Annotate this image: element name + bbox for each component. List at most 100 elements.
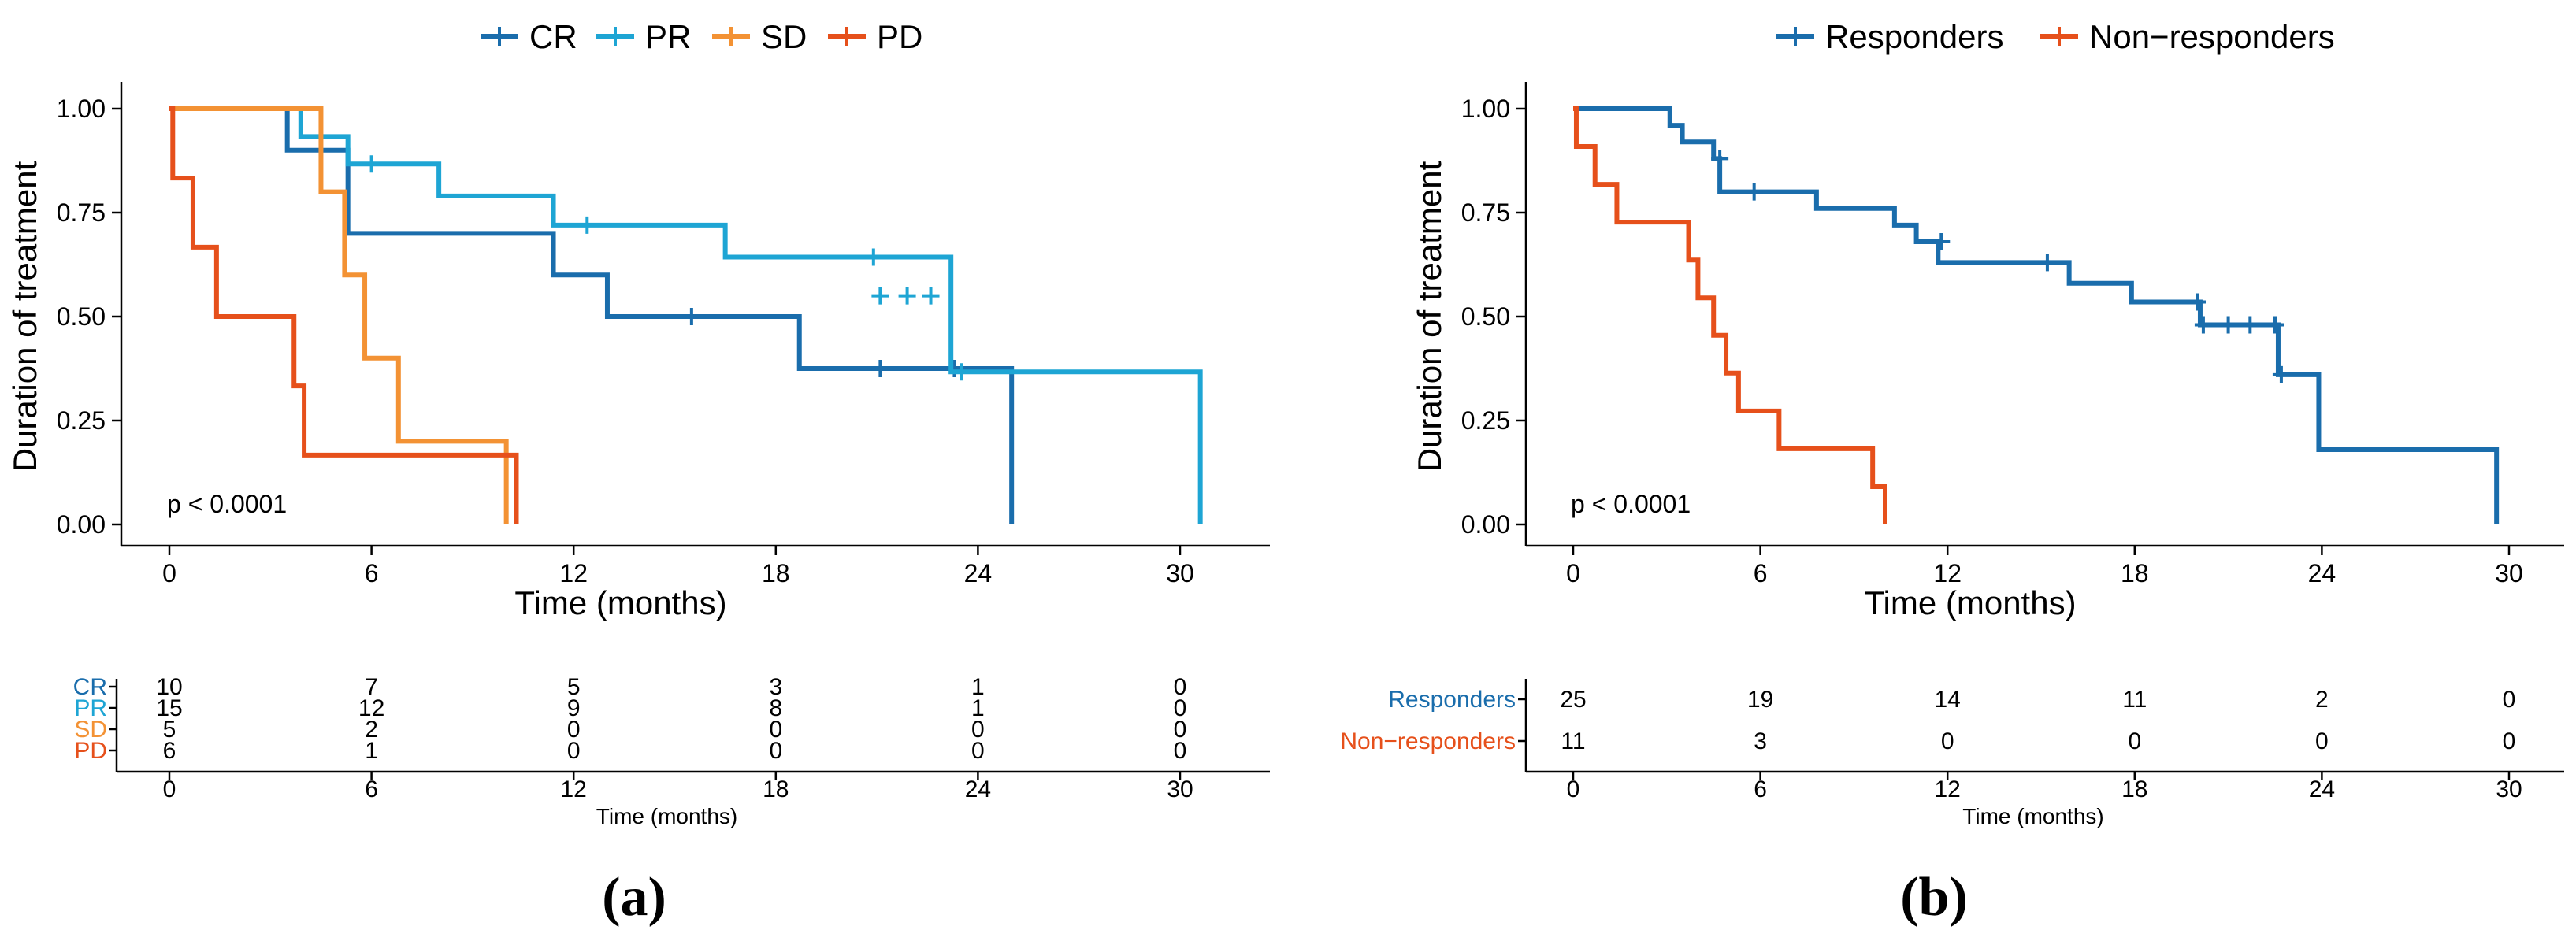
y-tick-label: 0.50 xyxy=(1461,302,1510,331)
x-axis-title: Time (months) xyxy=(514,584,726,621)
censor-mark xyxy=(2266,316,2284,334)
risk-count: 0 xyxy=(971,717,985,743)
p-value-annotation: p < 0.0001 xyxy=(167,490,287,518)
y-tick-label: 1.00 xyxy=(1461,94,1510,123)
legend-item: Responders xyxy=(1776,18,2003,55)
risk-count: 2 xyxy=(365,717,378,743)
risk-x-tick-label: 24 xyxy=(965,776,991,802)
risk-count: 14 xyxy=(1935,687,1961,713)
risk-x-tick-label: 30 xyxy=(1167,776,1193,802)
series-line-pr xyxy=(169,106,1203,524)
x-axis-title: Time (months) xyxy=(1864,584,2076,621)
y-axis-title: Duration of treatment xyxy=(6,161,43,472)
censor-mark xyxy=(2241,316,2259,334)
risk-x-tick-label: 6 xyxy=(365,776,378,802)
legend-item: SD xyxy=(712,18,807,55)
risk-count: 19 xyxy=(1747,687,1773,713)
legend-label: Responders xyxy=(1825,18,2003,55)
risk-count: 3 xyxy=(1754,728,1767,754)
risk-count: 1 xyxy=(971,695,985,721)
risk-count: 1 xyxy=(365,738,378,764)
risk-x-tick-label: 18 xyxy=(763,776,789,802)
risk-count: 9 xyxy=(567,695,581,721)
legend-label: PD xyxy=(877,18,922,55)
y-tick-label: 0.75 xyxy=(57,198,106,227)
censor-mark xyxy=(682,308,700,325)
censor-mark xyxy=(578,216,596,234)
risk-count: 5 xyxy=(567,674,581,700)
censor-mark xyxy=(2272,365,2290,383)
risk-x-tick-label: 12 xyxy=(1935,776,1961,802)
censor-mark xyxy=(864,248,882,266)
censor-mark xyxy=(2038,254,2056,272)
risk-count: 0 xyxy=(769,738,782,764)
risk-count: 25 xyxy=(1560,687,1586,713)
x-tick-label: 12 xyxy=(1933,559,1962,587)
risk-row-label: PD xyxy=(74,738,107,764)
risk-x-tick-label: 18 xyxy=(2121,776,2147,802)
y-tick-label: 0.00 xyxy=(57,510,106,539)
risk-count: 0 xyxy=(2503,728,2516,754)
series-line-sd xyxy=(169,106,509,524)
legend-item: PR xyxy=(596,18,691,55)
risk-count: 0 xyxy=(567,717,581,743)
censor-mark xyxy=(362,155,380,173)
censor-mark xyxy=(871,360,889,377)
risk-count: 0 xyxy=(1174,674,1187,700)
risk-count: 0 xyxy=(2315,728,2329,754)
x-tick-label: 24 xyxy=(964,559,993,587)
legend-item: PD xyxy=(828,18,922,55)
risk-count: 15 xyxy=(156,695,182,721)
y-axis-title: Duration of treatment xyxy=(1411,161,1448,472)
censor-mark xyxy=(1711,150,1729,168)
y-tick-label: 0.25 xyxy=(1461,406,1510,435)
x-tick-label: 30 xyxy=(1166,559,1194,587)
risk-count: 0 xyxy=(2503,687,2516,713)
legend-label: PR xyxy=(645,18,691,55)
censor-mark xyxy=(1745,183,1763,201)
y-tick-label: 0.75 xyxy=(1461,198,1510,227)
risk-count: 11 xyxy=(2122,687,2147,713)
censor-mark xyxy=(871,287,889,305)
risk-row-label: Responders xyxy=(1388,687,1516,713)
legend-label: CR xyxy=(529,18,577,55)
risk-count: 0 xyxy=(1174,717,1187,743)
risk-x-tick-label: 6 xyxy=(1754,776,1767,802)
legend-item: Non−responders xyxy=(2040,18,2335,55)
x-tick-label: 18 xyxy=(762,559,790,587)
risk-count: 2 xyxy=(2315,687,2329,713)
p-value-annotation: p < 0.0001 xyxy=(1571,490,1691,518)
risk-x-tick-label: 30 xyxy=(2496,776,2522,802)
risk-row-label: SD xyxy=(74,717,107,743)
risk-x-axis-title: Time (months) xyxy=(1962,804,2103,828)
x-tick-label: 18 xyxy=(2121,559,2149,587)
y-tick-label: 1.00 xyxy=(57,94,106,123)
risk-x-tick-label: 24 xyxy=(2309,776,2335,802)
censor-mark xyxy=(922,287,940,305)
censor-mark xyxy=(2219,316,2237,334)
y-tick-label: 0.50 xyxy=(57,302,106,331)
panel-label: (b) xyxy=(1900,867,1968,928)
risk-count: 3 xyxy=(769,674,782,700)
risk-row-label: PR xyxy=(74,695,107,721)
risk-count: 7 xyxy=(365,674,378,700)
risk-count: 0 xyxy=(1174,695,1187,721)
risk-count: 1 xyxy=(971,674,985,700)
risk-count: 5 xyxy=(163,717,176,743)
risk-x-tick-label: 0 xyxy=(163,776,176,802)
censor-mark xyxy=(1932,232,1951,250)
risk-x-axis-title: Time (months) xyxy=(596,804,737,828)
x-tick-label: 30 xyxy=(2495,559,2523,587)
risk-x-tick-label: 12 xyxy=(561,776,587,802)
x-tick-label: 0 xyxy=(162,559,176,587)
series-line-cr xyxy=(169,106,1015,524)
censor-mark xyxy=(952,363,971,381)
censor-mark xyxy=(898,287,916,305)
censor-mark xyxy=(2188,293,2206,311)
legend-label: Non−responders xyxy=(2089,18,2335,55)
risk-count: 10 xyxy=(156,674,182,700)
